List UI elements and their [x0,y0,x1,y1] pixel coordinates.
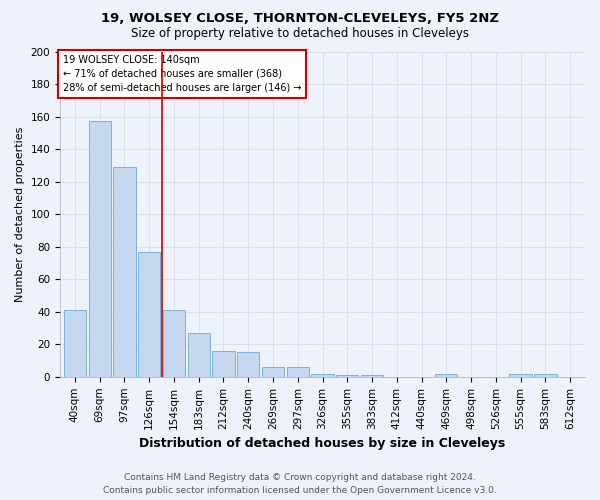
Bar [361,375,383,377]
Text: Size of property relative to detached houses in Cleveleys: Size of property relative to detached ho… [131,28,469,40]
Bar [188,333,210,377]
X-axis label: Distribution of detached houses by size in Cleveleys: Distribution of detached houses by size … [139,437,506,450]
Bar [509,374,532,377]
Bar [64,310,86,377]
Bar [212,351,235,377]
Bar [534,374,557,377]
Bar [336,375,358,377]
Text: 19 WOLSEY CLOSE: 140sqm
← 71% of detached houses are smaller (368)
28% of semi-d: 19 WOLSEY CLOSE: 140sqm ← 71% of detache… [62,55,301,93]
Bar [435,374,457,377]
Bar [262,367,284,377]
Text: 19, WOLSEY CLOSE, THORNTON-CLEVELEYS, FY5 2NZ: 19, WOLSEY CLOSE, THORNTON-CLEVELEYS, FY… [101,12,499,26]
Bar [287,367,309,377]
Bar [163,310,185,377]
Bar [237,352,259,377]
Y-axis label: Number of detached properties: Number of detached properties [15,126,25,302]
Bar [311,374,334,377]
Bar [113,167,136,377]
Bar [138,252,160,377]
Bar [89,122,111,377]
Text: Contains HM Land Registry data © Crown copyright and database right 2024.
Contai: Contains HM Land Registry data © Crown c… [103,474,497,495]
